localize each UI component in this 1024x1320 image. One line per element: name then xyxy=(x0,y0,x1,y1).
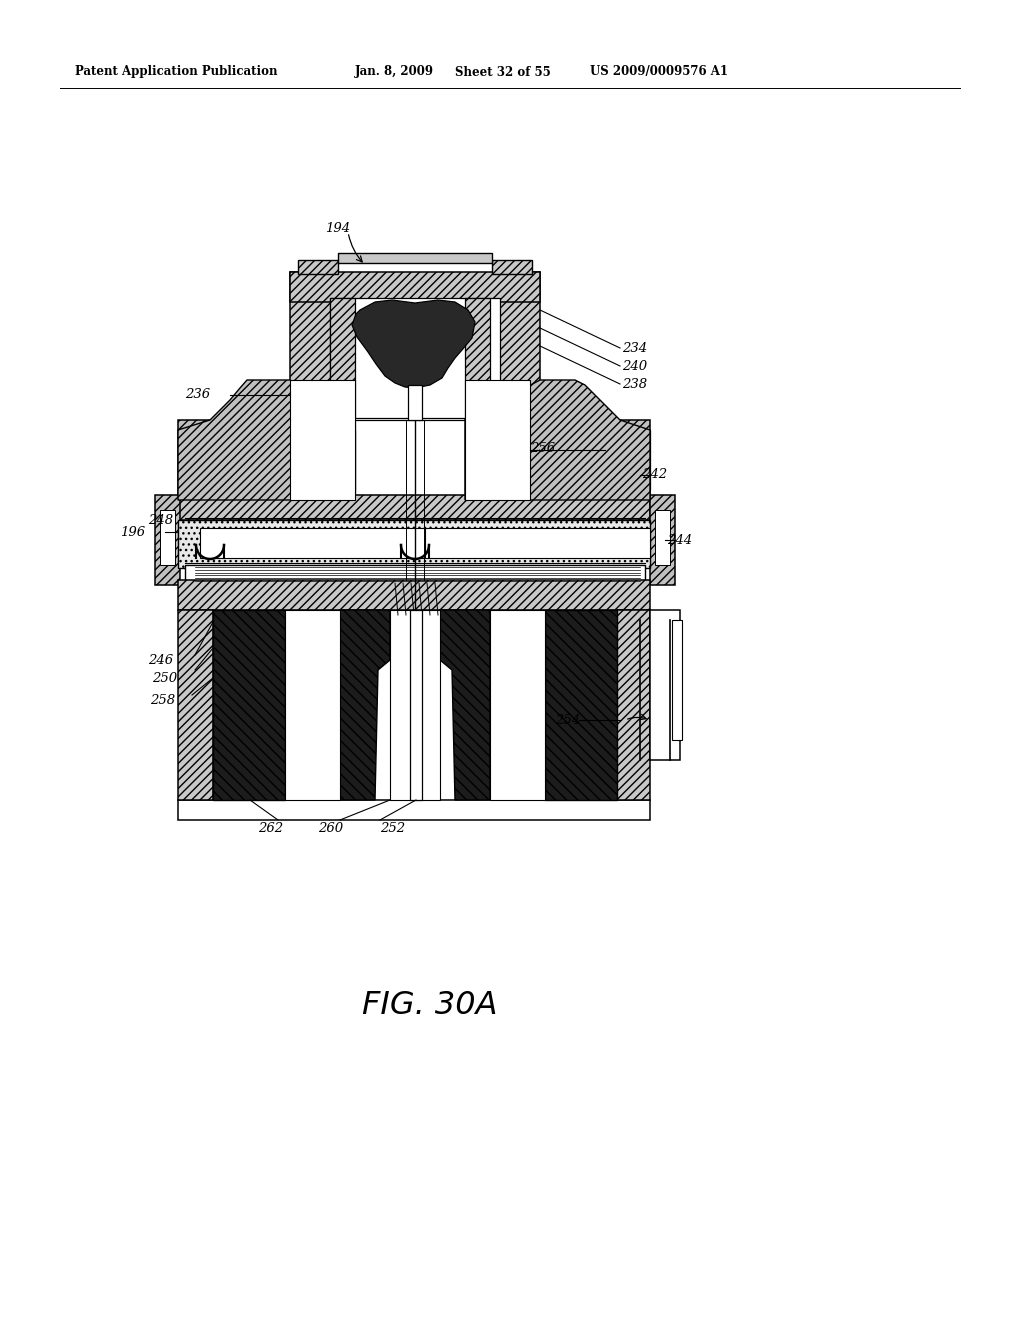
Bar xyxy=(160,510,175,565)
Polygon shape xyxy=(290,272,355,418)
Polygon shape xyxy=(340,610,390,800)
Bar xyxy=(492,260,532,275)
Bar xyxy=(178,495,650,520)
Bar xyxy=(290,272,540,302)
Text: 244: 244 xyxy=(667,533,692,546)
Bar xyxy=(390,610,440,800)
Bar xyxy=(650,495,675,585)
Text: 254: 254 xyxy=(555,714,581,726)
Text: 242: 242 xyxy=(642,469,667,482)
Polygon shape xyxy=(545,610,617,800)
Bar xyxy=(355,420,465,500)
Text: 262: 262 xyxy=(258,821,283,834)
Text: 238: 238 xyxy=(622,378,647,391)
Bar xyxy=(490,610,545,800)
Polygon shape xyxy=(330,298,355,418)
Bar xyxy=(178,800,650,820)
Polygon shape xyxy=(465,380,650,500)
Polygon shape xyxy=(352,300,475,388)
Bar xyxy=(338,253,492,263)
Bar xyxy=(410,610,422,800)
Bar xyxy=(200,528,425,558)
Text: Sheet 32 of 55: Sheet 32 of 55 xyxy=(455,66,551,78)
Bar xyxy=(672,620,682,741)
Bar xyxy=(408,385,422,420)
Text: 246: 246 xyxy=(148,653,173,667)
Text: US 2009/0009576 A1: US 2009/0009576 A1 xyxy=(590,66,728,78)
Bar xyxy=(185,565,645,583)
Bar xyxy=(298,260,338,275)
Bar xyxy=(425,528,650,558)
Text: 196: 196 xyxy=(120,525,145,539)
Bar xyxy=(655,510,670,565)
Bar xyxy=(617,610,650,800)
Bar xyxy=(178,520,650,568)
Polygon shape xyxy=(465,272,540,418)
Text: 234: 234 xyxy=(622,342,647,355)
Bar xyxy=(178,579,650,610)
Bar xyxy=(650,610,680,760)
Text: 240: 240 xyxy=(622,359,647,372)
Text: 256: 256 xyxy=(529,441,555,454)
Text: 250: 250 xyxy=(152,672,177,685)
Text: Jan. 8, 2009: Jan. 8, 2009 xyxy=(355,66,434,78)
Text: 236: 236 xyxy=(185,388,210,401)
Polygon shape xyxy=(213,610,285,800)
Text: Patent Application Publication: Patent Application Publication xyxy=(75,66,278,78)
Text: 258: 258 xyxy=(150,693,175,706)
Bar xyxy=(465,380,530,500)
Text: FIG. 30A: FIG. 30A xyxy=(362,990,498,1020)
Text: 252: 252 xyxy=(380,821,406,834)
Polygon shape xyxy=(465,298,490,418)
Text: 248: 248 xyxy=(148,513,173,527)
Polygon shape xyxy=(178,380,355,500)
Polygon shape xyxy=(178,420,355,500)
Bar xyxy=(178,430,355,490)
Bar xyxy=(330,298,500,418)
Polygon shape xyxy=(440,610,490,800)
Bar xyxy=(290,380,355,500)
Bar xyxy=(155,495,180,585)
Bar xyxy=(285,610,340,800)
Text: 194: 194 xyxy=(325,222,350,235)
Polygon shape xyxy=(465,420,650,500)
Text: 260: 260 xyxy=(318,821,343,834)
Bar xyxy=(178,610,213,800)
Bar xyxy=(465,430,650,490)
